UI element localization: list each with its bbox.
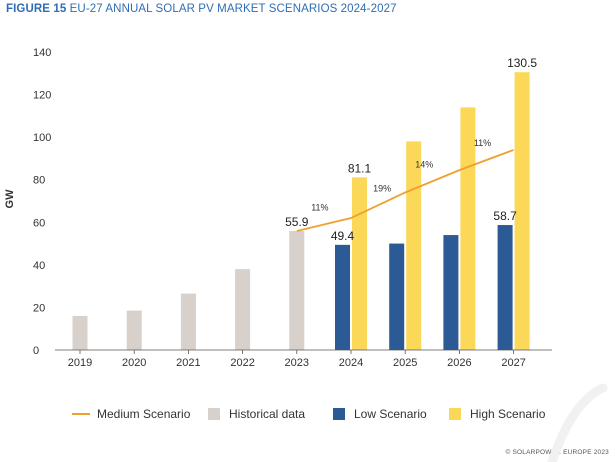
low-value-label: 49.4 (331, 229, 355, 243)
legend-swatch-medium (72, 413, 90, 415)
growth-rate-label: 14% (415, 159, 433, 169)
legend-swatch-high (449, 408, 461, 420)
figure-title-text: EU-27 ANNUAL SOLAR PV MARKET SCENARIOS 2… (69, 3, 397, 15)
x-tick-label: 2026 (447, 357, 471, 369)
legend-label: Historical data (229, 407, 306, 421)
high-scenario-bar (514, 72, 530, 350)
y-tick-label: 140 (33, 47, 51, 59)
high-scenario-bar (406, 141, 422, 350)
high-value-label: 81.1 (348, 161, 372, 175)
legend-item-historical: Historical data (208, 402, 305, 426)
x-tick-label: 2021 (176, 357, 200, 369)
x-tick-label: 2020 (122, 357, 146, 369)
y-tick-label: 120 (33, 90, 51, 102)
data-labels: 55.9 49.4 58.7 81.1 130.5 (285, 56, 537, 243)
x-tick-label: 2027 (501, 357, 525, 369)
x-tick-label: 2022 (230, 357, 254, 369)
legend-item-medium: Medium Scenario (72, 402, 190, 426)
historical-bar (289, 231, 305, 350)
legend-swatch-low (333, 408, 345, 420)
high-value-label: 130.5 (507, 56, 537, 70)
y-tick-label: 100 (33, 132, 51, 144)
y-tick-label: 60 (33, 217, 45, 229)
x-tick-label: 2019 (68, 357, 92, 369)
medium-scenario-line-group: 11% 19% 14% 11% (296, 138, 514, 232)
growth-rate-label: 11% (474, 138, 491, 148)
figure-title: FIGURE 15 EU-27 ANNUAL SOLAR PV MARKET S… (6, 3, 397, 15)
historical-bar (72, 315, 88, 350)
legend-label: High Scenario (470, 407, 546, 421)
y-axis-ticks: 0 20 40 60 80 100 120 140 (33, 47, 51, 357)
x-tick-label: 2025 (393, 357, 417, 369)
low-scenario-bar (389, 243, 405, 350)
historical-value-label: 55.9 (285, 215, 309, 229)
growth-rate-label: 11% (311, 203, 328, 213)
low-value-label: 58.7 (493, 209, 517, 223)
low-scenario-bar (335, 244, 350, 350)
legend-item-low: Low Scenario (333, 402, 427, 426)
y-axis-label: GW (4, 189, 16, 209)
y-tick-label: 40 (33, 260, 45, 272)
historical-bar (235, 269, 251, 350)
historical-bar (126, 310, 142, 350)
low-scenario-bar (443, 235, 459, 350)
legend-label: Low Scenario (354, 407, 427, 421)
legend-item-high: High Scenario (449, 402, 545, 426)
x-tick-label: 2024 (339, 357, 363, 369)
y-tick-label: 20 (33, 302, 45, 314)
figure-number: FIGURE 15 (6, 3, 67, 15)
x-tick-label: 2023 (285, 357, 309, 369)
high-scenario-bar (352, 177, 367, 350)
y-tick-label: 0 (33, 345, 39, 357)
bars (72, 72, 530, 350)
legend-swatch-historical (208, 408, 220, 420)
y-tick-label: 80 (33, 175, 45, 187)
x-axis: 2019 2020 2021 2022 2023 2024 2025 2026 2027 (55, 349, 552, 369)
low-scenario-bar (497, 225, 513, 350)
legend-label: Medium Scenario (97, 407, 191, 421)
medium-scenario-line (296, 149, 514, 232)
historical-bar (180, 293, 196, 350)
growth-rate-label: 19% (373, 183, 391, 193)
legend: Medium Scenario Historical data Low Scenar… (0, 402, 615, 426)
